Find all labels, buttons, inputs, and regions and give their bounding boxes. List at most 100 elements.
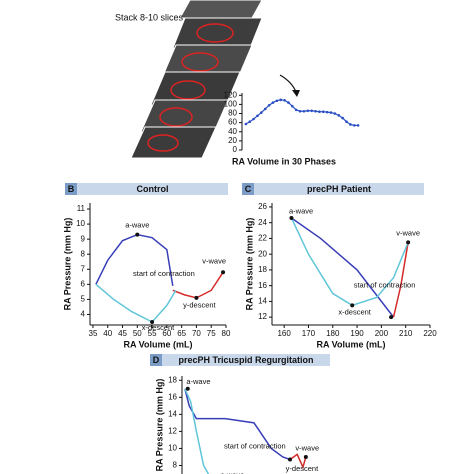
x-tick-label: 220 <box>423 329 437 338</box>
data-point <box>356 124 360 127</box>
y-tick-label: 4 <box>81 310 86 319</box>
x-tick-label: 60 <box>162 329 171 338</box>
y-tick-label: 9 <box>81 234 86 243</box>
series-line <box>95 283 177 323</box>
panel-letter: B <box>68 184 75 194</box>
mri-stack <box>130 0 300 159</box>
series-line <box>392 242 409 318</box>
x-tick-label: 55 <box>148 329 157 338</box>
plot <box>289 215 411 320</box>
annotation: a-wave <box>186 377 210 386</box>
panel-letter-box <box>242 183 254 195</box>
data-point <box>252 117 255 121</box>
y-tick-label: 20 <box>258 249 267 258</box>
series-line <box>291 217 395 318</box>
x-axis-label: RA Volume (mL) <box>317 339 386 349</box>
y-tick-label: 5 <box>81 295 86 304</box>
plot <box>95 232 226 324</box>
y-axis-label: RA Pressure (mm Hg) <box>154 379 164 472</box>
y-tick-label: 60 <box>228 118 237 127</box>
data-point <box>256 114 259 118</box>
x-tick-label: 50 <box>133 329 142 338</box>
annotation: a-wave <box>289 207 313 216</box>
x-tick-label: 70 <box>192 329 201 338</box>
x-tick-label: 170 <box>302 329 316 338</box>
y-tick-label: 10 <box>168 444 177 453</box>
x-tick-label: 180 <box>326 329 340 338</box>
y-tick-label: 120 <box>224 90 238 99</box>
data-point <box>345 120 348 124</box>
annotation: v-wave <box>396 229 420 238</box>
y-tick-label: 80 <box>228 109 237 118</box>
annotation: start of contraction <box>133 269 195 278</box>
data-point <box>283 98 286 102</box>
data-point <box>287 101 290 104</box>
marker <box>135 232 140 237</box>
x-tick-label: 75 <box>207 329 216 338</box>
x-tick-label: 160 <box>277 329 291 338</box>
data-point <box>341 116 344 120</box>
panel-header <box>150 354 330 366</box>
y-tick-label: 6 <box>81 279 86 288</box>
data-point <box>291 104 294 108</box>
y-tick-label: 12 <box>258 312 267 321</box>
inset-caption: RA Volume in 30 Phases <box>232 156 336 166</box>
y-tick-label: 11 <box>77 204 86 213</box>
y-tick-label: 22 <box>258 234 267 243</box>
panel-title: precPH Tricuspid Regurgitation <box>178 355 313 365</box>
x-tick-label: 40 <box>103 329 112 338</box>
x-axis-label: RA Volume (mL) <box>124 339 193 349</box>
annotation: start of contraction <box>224 442 286 451</box>
y-tick-label: 8 <box>81 249 86 258</box>
y-tick-label: 24 <box>258 218 267 227</box>
data-point <box>248 120 252 124</box>
marker <box>185 386 190 391</box>
y-tick-label: 16 <box>258 281 267 290</box>
y-tick-label: 18 <box>168 375 177 384</box>
y-tick-label: 100 <box>224 100 238 109</box>
marker <box>289 215 294 220</box>
marker <box>406 240 411 245</box>
data-point <box>263 107 267 111</box>
series-line <box>289 453 307 470</box>
y-tick-label: 10 <box>76 219 85 228</box>
data-point <box>275 99 279 103</box>
y-tick-label: 14 <box>168 409 177 418</box>
y-tick-label: 8 <box>173 461 178 470</box>
x-tick-label: 35 <box>89 329 98 338</box>
data-point <box>271 101 275 104</box>
data-point <box>314 109 317 113</box>
annotation: v-wave <box>295 443 319 452</box>
y-tick-label: 12 <box>168 427 177 436</box>
panel-letter-box <box>65 183 77 195</box>
x-tick-label: 210 <box>399 329 413 338</box>
marker <box>303 454 308 459</box>
data-point <box>349 123 352 126</box>
data-point <box>267 104 271 107</box>
y-tick-label: 40 <box>228 127 237 136</box>
annotation: v-wave <box>202 257 226 266</box>
panel-letter: D <box>153 355 160 365</box>
annotation: start of contraction <box>354 281 416 290</box>
panel-letter: C <box>245 184 252 194</box>
y-tick-label: 20 <box>228 136 237 145</box>
panel-title: Control <box>137 184 169 194</box>
y-tick-label: 7 <box>81 264 86 273</box>
x-tick-label: 45 <box>118 329 127 338</box>
data-point <box>352 124 356 127</box>
x-tick-label: 80 <box>222 329 231 338</box>
data-point <box>244 122 248 126</box>
data-point <box>318 110 321 113</box>
marker <box>389 315 394 320</box>
panel-letter-box <box>150 354 162 366</box>
panel-header <box>65 183 228 195</box>
data-point <box>306 109 310 113</box>
plot <box>184 386 308 474</box>
series-line <box>184 388 291 461</box>
annotation: a-wave <box>125 221 149 230</box>
data-point <box>310 109 313 113</box>
y-tick-label: 16 <box>168 392 177 401</box>
series-line <box>245 99 359 126</box>
data-point <box>302 109 306 113</box>
